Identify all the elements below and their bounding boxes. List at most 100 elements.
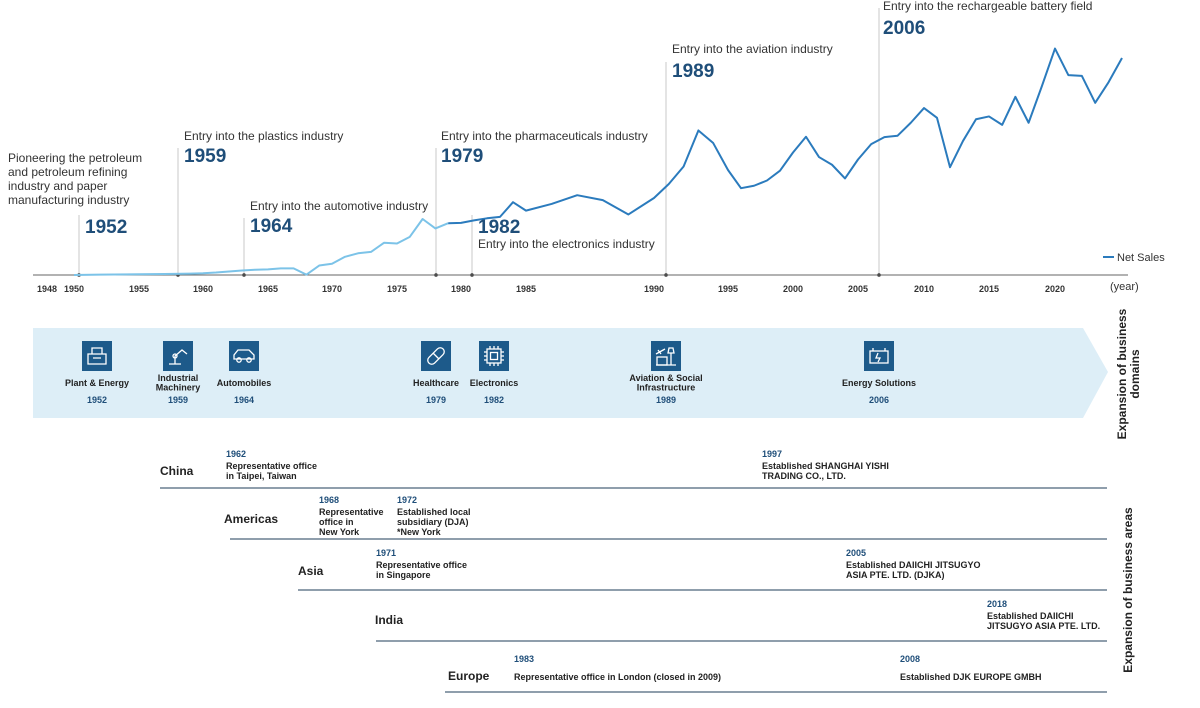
- event-text: TRADING CO., LTD.: [762, 471, 846, 481]
- areas-side-label: Expansion of business areas: [1121, 507, 1135, 673]
- event-text: Representative: [319, 507, 384, 517]
- event-year: 2018: [987, 599, 1007, 609]
- milestone-year-1982: 1982: [478, 217, 520, 238]
- event-text: in Singapore: [376, 570, 431, 580]
- domain-label: Machinery: [156, 383, 201, 393]
- domain-year: 1979: [426, 395, 446, 405]
- region-name: Asia: [298, 564, 324, 578]
- domain-year: 2006: [869, 395, 889, 405]
- x-tick-label: 1955: [129, 284, 149, 294]
- event-text: Established SHANGHAI YISHI: [762, 461, 889, 471]
- domain-label: Electronics: [470, 378, 519, 388]
- pill-icon: [421, 341, 451, 371]
- x-tick-label: 1980: [451, 284, 471, 294]
- battery-icon: [864, 341, 894, 371]
- region-row-europe: Europe 1983 Representative office in Londo…: [445, 654, 1107, 692]
- x-tick-label: 2000: [783, 284, 803, 294]
- domain-year: 1982: [484, 395, 504, 405]
- x-tick-label: 1960: [193, 284, 213, 294]
- domain-label: Automobiles: [217, 378, 272, 388]
- milestone-text-1952: manufacturing industry: [8, 193, 129, 207]
- domain-year: 1964: [234, 395, 254, 405]
- event-year: 1997: [762, 449, 782, 459]
- event-text: Representative office in London (closed …: [514, 672, 721, 682]
- x-tick-label: 1948: [37, 284, 57, 294]
- milestone-year-1979: 1979: [441, 146, 483, 167]
- x-tick-label: 1990: [644, 284, 664, 294]
- event-year: 1983: [514, 654, 534, 664]
- x-axis-unit: (year): [1110, 281, 1139, 293]
- region-row-asia: Asia 1971 Representative office in Singapo…: [298, 548, 1107, 590]
- milestone-text-1952: Pioneering the petroleum: [8, 151, 142, 165]
- region-name: Americas: [224, 512, 278, 526]
- milestone-text-1959: Entry into the plastics industry: [184, 129, 343, 143]
- event-text: Established DJK EUROPE GMBH: [900, 672, 1042, 682]
- x-tick-label: 1995: [718, 284, 738, 294]
- robot-arm-icon: [163, 341, 193, 371]
- x-tick-label: 1970: [322, 284, 342, 294]
- milestone-year-1959: 1959: [184, 146, 226, 167]
- region-event-1971: 1971 Representative office in Singapore: [376, 548, 467, 580]
- region-name: China: [160, 464, 194, 478]
- x-tick-label: 1965: [258, 284, 278, 294]
- event-year: 1971: [376, 548, 396, 558]
- domain-year: 1952: [87, 395, 107, 405]
- domain-label: Energy Solutions: [842, 378, 916, 388]
- plant-icon: [82, 341, 112, 371]
- region-name: Europe: [448, 669, 490, 683]
- x-tick-label: 1950: [64, 284, 84, 294]
- event-text: JITSUGYO ASIA PTE. LTD.: [987, 621, 1100, 631]
- x-tick-label: 2015: [979, 284, 999, 294]
- milestone-year-1952: 1952: [85, 217, 127, 238]
- event-text: subsidiary (DJA): [397, 517, 469, 527]
- milestone-text-2006: Entry into the rechargeable battery fiel…: [883, 0, 1092, 13]
- event-year: 1962: [226, 449, 246, 459]
- event-year: 1968: [319, 495, 339, 505]
- event-year: 2005: [846, 548, 866, 558]
- milestone-text-1952: and petroleum refining: [8, 165, 127, 179]
- region-name: India: [375, 613, 403, 627]
- domain-label: Aviation & Social: [629, 373, 702, 383]
- domain-label: Industrial: [158, 373, 199, 383]
- milestone-text-1982: Entry into the electronics industry: [478, 237, 655, 251]
- milestone-year-1989: 1989: [672, 61, 714, 82]
- business-domains-band: Plant & Energy1952IndustrialMachinery195…: [33, 308, 1142, 439]
- x-tick-label: 1975: [387, 284, 407, 294]
- event-text: Established DAIICHI JITSUGYO: [846, 560, 981, 570]
- domain-label: Healthcare: [413, 378, 459, 388]
- event-text: *New York: [397, 527, 442, 537]
- event-text: Established local: [397, 507, 471, 517]
- domains-side-label: Expansion of businessdomains: [1115, 308, 1142, 439]
- car-icon: [229, 341, 259, 371]
- event-text: ASIA PTE. LTD. (DJKA): [846, 570, 945, 580]
- event-text: Representative office: [376, 560, 467, 570]
- x-tick-label: 2005: [848, 284, 868, 294]
- domain-label: Infrastructure: [637, 383, 696, 393]
- milestone-text-1952: industry and paper: [8, 179, 107, 193]
- milestone-year-2006: 2006: [883, 18, 925, 39]
- x-tick-label: 1985: [516, 284, 536, 294]
- chip-icon: [479, 341, 509, 371]
- x-tick-label: 2020: [1045, 284, 1065, 294]
- event-year: 1972: [397, 495, 417, 505]
- event-text: New York: [319, 527, 360, 537]
- x-axis: 1948 1950 1955 1960 1965 1970 1975 1980 1985 1990…: [33, 275, 1139, 294]
- domain-label: Plant & Energy: [65, 378, 129, 388]
- milestone-text-1964: Entry into the automotive industry: [250, 199, 428, 213]
- milestone-text-1979: Entry into the pharmaceuticals industry: [441, 129, 648, 143]
- legend: Net Sales: [1103, 252, 1165, 264]
- region-event-1983: 1983 Representative office in London (clo…: [514, 654, 721, 682]
- event-text: Representative office: [226, 461, 317, 471]
- event-text: office in: [319, 517, 354, 527]
